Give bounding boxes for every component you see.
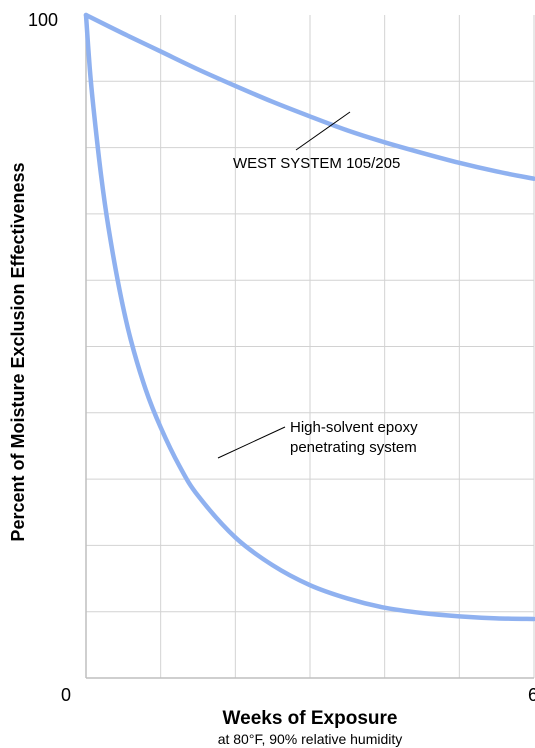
leader-line-west-system — [295, 111, 351, 151]
axes — [85, 15, 534, 679]
series-layer — [83, 12, 535, 622]
x-tick-label-left: 0 — [61, 685, 71, 705]
x-tick-label-right: 6 — [528, 685, 535, 705]
series-line-high-solvent — [83, 12, 535, 622]
x-axis-label: Weeks of Exposure — [223, 708, 398, 729]
y-tick-label-top: 100 — [28, 10, 58, 30]
series-label-high-solvent-line2: penetrating system — [290, 439, 417, 456]
series-label-high-solvent-line1: High-solvent epoxy — [290, 419, 418, 436]
y-axis-label: Percent of Moisture Exclusion Effectiven… — [8, 162, 28, 541]
x-axis-sublabel: at 80°F, 90% relative humidity — [218, 731, 403, 747]
series-line-west-system — [83, 12, 535, 182]
annotation-leaders — [217, 111, 351, 459]
leader-line-high-solvent — [217, 426, 286, 459]
series-label-west-system: WEST SYSTEM 105/205 — [233, 155, 400, 172]
grid — [86, 15, 535, 678]
